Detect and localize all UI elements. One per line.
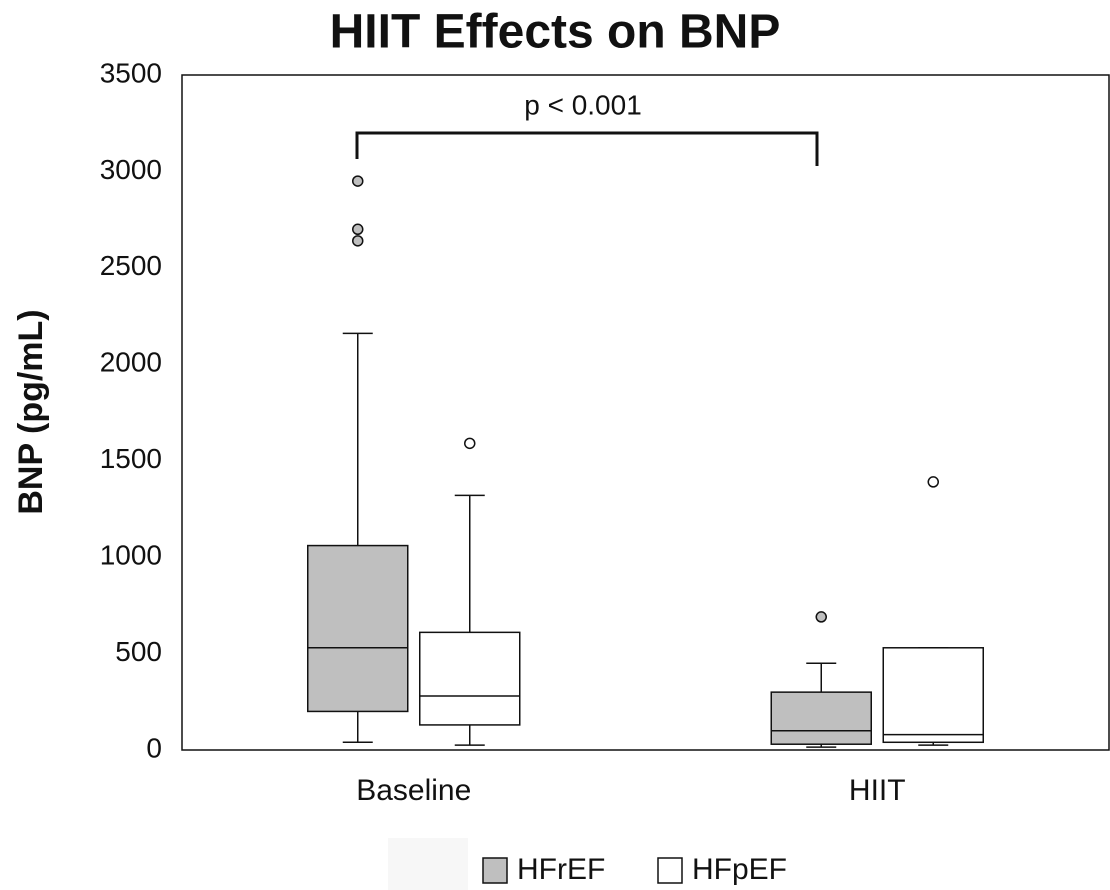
significance-bracket	[355, 131, 819, 166]
y-tick-label: 2500	[100, 250, 162, 281]
outlier	[352, 223, 364, 236]
y-tick-label: 2000	[100, 347, 162, 378]
plot-frame	[181, 74, 1110, 751]
legend-swatch	[482, 857, 508, 884]
legend-swatch	[657, 857, 683, 884]
y-tick-label: 3500	[100, 57, 162, 88]
y-tick-label: 0	[146, 732, 162, 763]
outlier	[352, 235, 364, 247]
y-tick-label: 1500	[100, 443, 162, 474]
y-tick-label: 500	[115, 636, 162, 667]
legend-background	[388, 838, 468, 890]
legend-label: HFpEF	[692, 853, 787, 886]
x-tick-label: HIIT	[849, 774, 906, 807]
box	[882, 647, 984, 744]
box	[307, 544, 409, 713]
y-tick-label: 1000	[100, 540, 162, 571]
outlier	[927, 476, 939, 488]
annotation: p < 0.001	[524, 89, 642, 120]
y-axis-label: BNP (pg/mL)	[12, 309, 50, 514]
y-tick-label: 3000	[100, 154, 162, 185]
outlier	[352, 175, 364, 187]
box	[770, 691, 872, 745]
x-tick-label: Baseline	[356, 774, 471, 807]
outlier	[464, 437, 476, 450]
legend-label: HFrEF	[517, 853, 605, 886]
box	[419, 631, 521, 726]
outlier	[815, 611, 827, 623]
chart-title: HIIT Effects on BNP	[330, 6, 781, 59]
